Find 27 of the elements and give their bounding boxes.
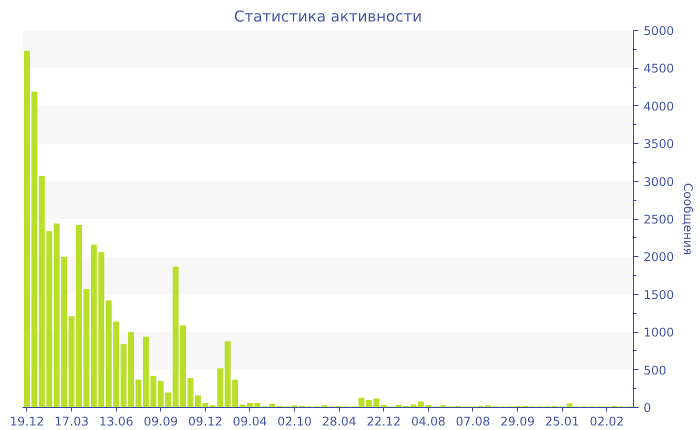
y-tick-label: 2500 — [644, 212, 674, 226]
x-tick-label: 09.12 — [188, 414, 223, 428]
x-tick-label: 25.01 — [544, 414, 580, 428]
y-tick-label: 500 — [644, 363, 666, 378]
x-tick-label: 07.08 — [456, 414, 490, 428]
x-tick-label: 19.12 — [10, 414, 44, 428]
chart-title: Статистика активности — [234, 8, 422, 26]
x-tick-label: 04.08 — [411, 414, 446, 428]
x-tick-label: 02.02 — [590, 414, 624, 428]
y-axis-title: Сообщения — [681, 182, 696, 256]
x-tick-label: 28.04 — [322, 414, 356, 428]
y-tick-label: 5000 — [644, 24, 674, 38]
x-tick-label: 13.06 — [98, 414, 134, 428]
x-tick-label: 22.12 — [366, 414, 401, 428]
y-tick-label: 1000 — [644, 326, 674, 340]
y-tick-label: 2000 — [644, 250, 674, 264]
y-tick-label: 4000 — [644, 99, 674, 114]
x-tick-label: 02.10 — [277, 414, 312, 428]
y-tick-label: 4500 — [644, 62, 674, 76]
x-tick-label: 29.09 — [500, 414, 535, 428]
x-tick-label: 09.09 — [144, 414, 178, 428]
y-tick-label: 0 — [644, 401, 652, 415]
y-tick-label: 3500 — [644, 137, 674, 152]
x-tick-label: 17.03 — [54, 414, 89, 428]
y-tick-label: 1500 — [644, 288, 674, 302]
x-tick-label: 09.04 — [232, 414, 268, 428]
y-tick-label: 3000 — [644, 174, 674, 189]
